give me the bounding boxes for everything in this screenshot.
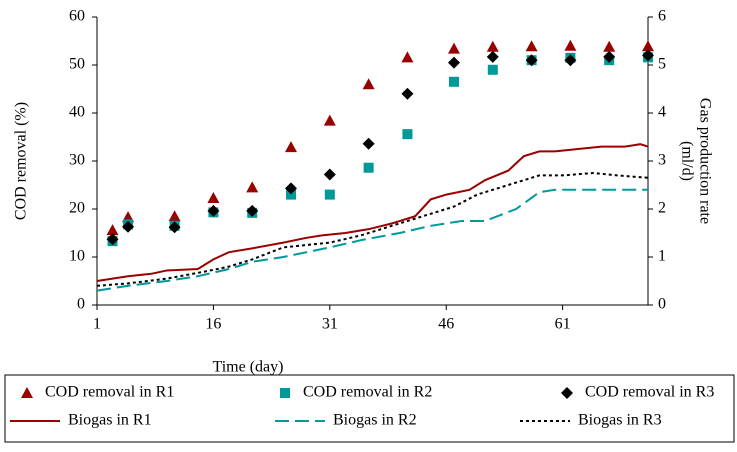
marker-square [487, 64, 498, 75]
marker-triangle [447, 42, 460, 54]
y2-tick-label: 1 [658, 248, 666, 265]
y-tick-label: 10 [69, 248, 85, 265]
y-tick-label: 40 [69, 104, 85, 121]
legend-label: COD removal in R2 [303, 384, 432, 401]
marker-diamond [122, 220, 135, 233]
marker-triangle [401, 51, 414, 63]
y-tick-label: 60 [69, 8, 85, 25]
y2-axis-title: (ml/d) [678, 141, 695, 181]
marker-diamond [564, 54, 577, 67]
marker-triangle [21, 387, 33, 398]
x-tick-label: 16 [205, 316, 221, 333]
marker-diamond [642, 49, 654, 62]
legend-label: Biogas in R2 [333, 412, 417, 429]
marker-square [402, 129, 413, 140]
y2-axis-title: Gas production rate [696, 98, 713, 224]
y-tick-label: 30 [69, 152, 85, 169]
marker-square [280, 388, 290, 398]
marker-diamond [362, 137, 375, 150]
biogas-line [96, 188, 648, 292]
marker-triangle [207, 191, 220, 203]
y-tick-label: 50 [69, 56, 85, 73]
biogas-line [96, 143, 649, 282]
marker-diamond [168, 221, 181, 234]
x-tick-label: 31 [322, 316, 338, 333]
x-tick-label: 1 [93, 316, 101, 333]
marker-triangle [106, 224, 119, 236]
marker-square [363, 162, 374, 173]
marker-triangle [323, 114, 336, 126]
marker-triangle [642, 40, 654, 52]
marker-diamond [285, 182, 298, 195]
y2-tick-label: 3 [658, 152, 666, 169]
marker-triangle [525, 40, 538, 52]
marker-triangle [246, 181, 259, 193]
biogas-line [96, 171, 649, 287]
legend-box [4, 374, 735, 443]
marker-diamond [401, 87, 414, 100]
marker-square [448, 76, 459, 87]
marker-diamond [561, 387, 573, 399]
x-tick-label: 61 [555, 316, 571, 333]
marker-diamond [486, 50, 499, 63]
x-tick-label: 46 [438, 316, 454, 333]
marker-diamond [603, 50, 616, 63]
legend-label: COD removal in R1 [45, 384, 174, 401]
y2-tick-label: 5 [658, 56, 666, 73]
y-axis-title: COD removal (%) [13, 102, 30, 220]
x-axis-title: Time (day) [213, 359, 284, 376]
marker-diamond [525, 54, 538, 67]
marker-square [324, 189, 335, 200]
legend-label: COD removal in R3 [585, 384, 714, 401]
y-tick-label: 0 [77, 296, 85, 313]
y2-tick-label: 0 [658, 296, 666, 313]
marker-diamond [106, 233, 119, 246]
marker-diamond [323, 168, 336, 181]
marker-triangle [362, 78, 375, 90]
marker-diamond [447, 56, 460, 69]
marker-triangle [285, 141, 298, 153]
marker-triangle [603, 40, 616, 52]
y2-tick-label: 2 [658, 200, 666, 217]
y2-tick-label: 4 [658, 104, 666, 121]
marker-square [286, 189, 297, 200]
marker-diamond [207, 204, 220, 217]
marker-triangle [168, 210, 181, 222]
y2-tick-label: 6 [658, 8, 666, 25]
y-tick-label: 20 [69, 200, 85, 217]
marker-diamond [246, 204, 259, 217]
legend-label: Biogas in R1 [68, 412, 152, 429]
legend-label: Biogas in R3 [578, 412, 662, 429]
marker-triangle [564, 39, 577, 51]
marker-triangle [486, 40, 499, 52]
